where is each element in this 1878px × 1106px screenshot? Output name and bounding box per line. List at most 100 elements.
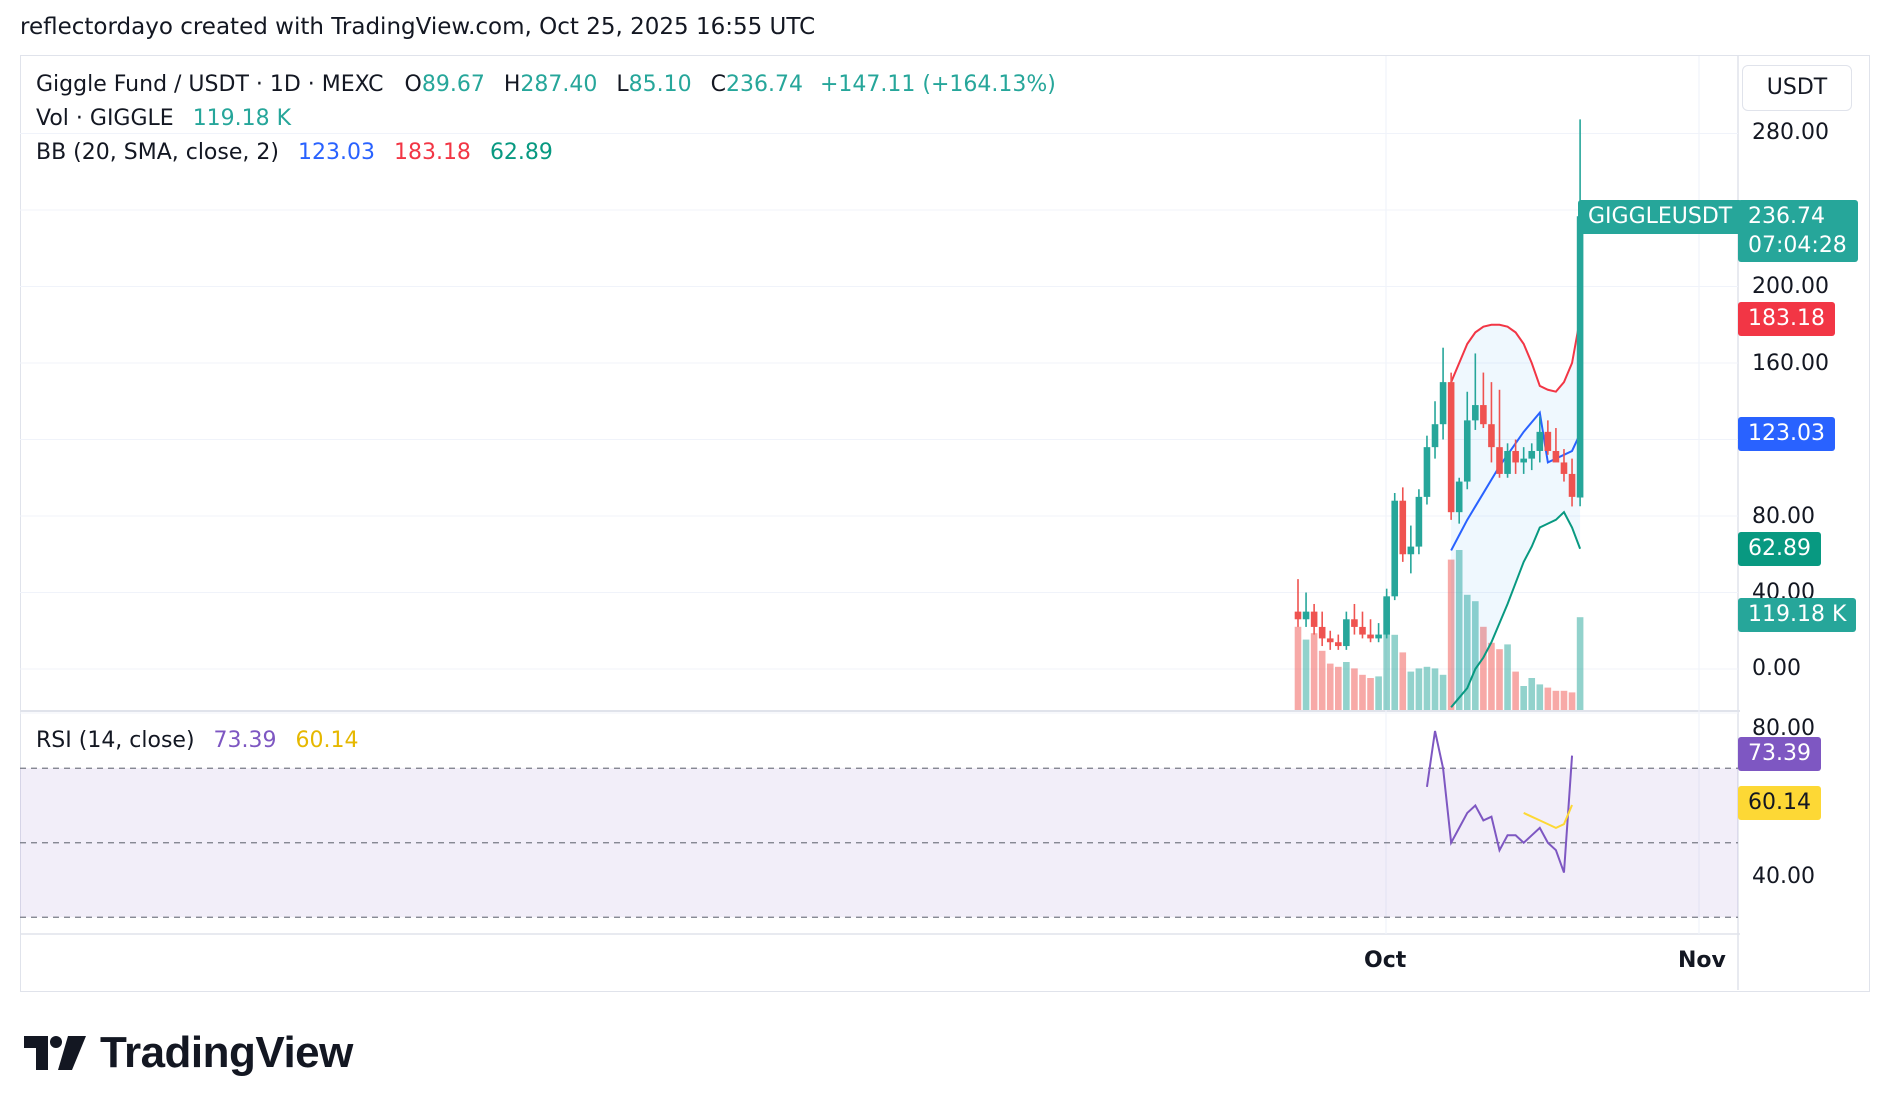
rsi-label[interactable]: RSI (14, close) [36,728,195,753]
close-label: C [710,72,726,97]
candle-body [1423,447,1431,497]
candle-body [1520,458,1527,463]
candle-body [1294,611,1302,620]
volume-badge: 119.18 K [1738,598,1857,632]
chart-frame [20,55,1870,992]
volume-bar [1423,666,1431,710]
candle-body [1310,611,1318,627]
volume-bar [1431,668,1439,710]
volume-bar [1488,642,1495,710]
last-price-badge: 236.74 07:04:28 [1738,200,1858,262]
bb-upper-badge: 183.18 [1738,302,1835,336]
bb-label[interactable]: BB (20, SMA, close, 2) [36,140,279,165]
candle-body [1447,382,1455,513]
candle-body [1375,634,1382,639]
candle-body [1383,596,1390,635]
rsi-ma-line [1523,804,1573,829]
price-tick: 280.00 [1752,120,1829,145]
volume-bar [1560,690,1568,710]
volume-bar [1447,559,1455,710]
volume-bar [1302,639,1310,710]
candle-body [1439,382,1447,425]
bb-lower-line [1450,510,1582,708]
rsi-line [1425,730,1574,873]
candle-body [1359,626,1366,635]
volume-value: 119.18 K [192,106,292,131]
volume-bar [1512,671,1519,710]
tradingview-logo-text: TradingView [100,1028,353,1077]
close-value: 236.74 [725,72,803,97]
volume-bar [1568,692,1576,710]
rsi-badge: 73.39 [1738,737,1821,771]
candle-body [1335,642,1342,647]
candle-body [1472,405,1479,421]
tradingview-logo[interactable]: TradingView [24,1028,353,1078]
volume-bar [1326,663,1334,710]
candle-body [1576,216,1584,498]
change-value: +147.11 (+164.13%) [819,72,1056,97]
tradingview-logo-icon [24,1036,86,1070]
candle-body [1399,500,1407,555]
volume-bar [1496,649,1503,710]
currency-button[interactable]: USDT [1742,65,1852,111]
symbol-title[interactable]: Giggle Fund / USDT · 1D · MEXC [36,72,384,97]
chart-attribution: reflectordayo created with TradingView.c… [20,14,816,40]
volume-bar [1472,601,1479,710]
volume-bar [1399,652,1407,710]
volume-label[interactable]: Vol · GIGGLE [36,106,174,131]
volume-bar [1375,676,1382,710]
rsi-legend[interactable]: RSI (14, close) 73.39 60.14 [36,728,359,753]
bb-legend[interactable]: BB (20, SMA, close, 2) 123.03 183.18 62.… [36,140,553,165]
candle-body [1326,638,1334,643]
volume-bar [1407,671,1415,710]
candle-body [1351,619,1358,627]
last-price-text: 236.74 [1748,204,1825,229]
rsi-tick: 80.00 [1752,716,1815,741]
volume-bar [1383,598,1390,710]
time-tick: Nov [1678,948,1726,973]
volume-bar [1480,626,1487,710]
rsi-ma-value: 60.14 [295,728,359,753]
candle-body [1512,450,1519,463]
low-value: 85.10 [628,72,692,97]
volume-bar [1544,687,1552,710]
price-tick: 0.00 [1752,656,1801,681]
high-label: H [503,72,521,97]
candle-body [1480,405,1487,425]
symbol-tag-badge[interactable]: GIGGLEUSDT [1578,200,1743,234]
rsi-value: 73.39 [213,728,277,753]
volume-bar [1528,678,1536,710]
bb-basis-badge: 123.03 [1738,417,1835,451]
volume-bar [1343,662,1350,710]
volume-legend[interactable]: Vol · GIGGLE 119.18 K [36,106,291,131]
bb-lower-value: 62.89 [489,140,553,165]
candle-body [1343,619,1350,647]
candle-body [1536,431,1544,451]
candle-body [1544,431,1552,451]
price-tick: 200.00 [1752,274,1829,299]
countdown-text: 07:04:28 [1748,233,1847,258]
rsi-tick: 40.00 [1752,864,1815,889]
candle-body [1463,420,1471,482]
candle-body [1560,462,1568,474]
volume-bar [1536,684,1544,710]
rsi-ma-badge: 60.14 [1738,786,1821,820]
low-label: L [616,72,629,97]
open-value: 89.67 [421,72,485,97]
volume-bar [1439,674,1447,710]
price-tick: 80.00 [1752,504,1815,529]
bb-upper-value: 183.18 [393,140,471,165]
volume-bar [1415,668,1423,710]
candle-body [1391,500,1399,597]
candle-body [1496,447,1503,474]
symbol-legend[interactable]: Giggle Fund / USDT · 1D · MEXC O89.67 H2… [36,72,1056,97]
candle-body [1318,626,1326,639]
volume-bar [1552,690,1560,710]
candle-body [1367,634,1374,639]
open-label: O [404,72,422,97]
volume-bar [1504,644,1511,710]
candle-body [1488,424,1495,448]
high-value: 287.40 [520,72,598,97]
volume-bar [1455,550,1463,710]
